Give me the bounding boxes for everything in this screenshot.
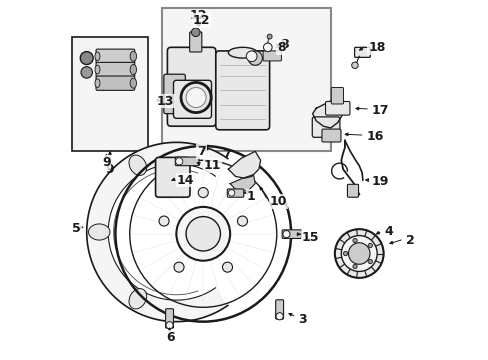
Ellipse shape (130, 51, 136, 61)
Ellipse shape (130, 64, 136, 75)
FancyBboxPatch shape (173, 80, 211, 118)
Circle shape (222, 262, 232, 272)
Circle shape (266, 34, 271, 39)
Text: 14: 14 (176, 174, 193, 186)
Text: 13: 13 (156, 95, 174, 108)
Text: 4: 4 (384, 225, 392, 238)
Bar (72, 37, 147, 151)
FancyBboxPatch shape (325, 102, 349, 115)
Circle shape (367, 259, 372, 264)
Circle shape (276, 313, 283, 320)
Text: 13: 13 (158, 94, 176, 107)
Text: 6: 6 (166, 330, 175, 343)
Circle shape (352, 238, 356, 243)
Circle shape (352, 264, 356, 269)
Text: 8: 8 (276, 41, 285, 54)
Bar (162, 8, 330, 151)
Ellipse shape (247, 51, 262, 65)
Circle shape (237, 216, 247, 226)
Circle shape (246, 51, 257, 62)
Text: 19: 19 (371, 175, 388, 188)
Circle shape (348, 243, 369, 264)
Polygon shape (228, 151, 260, 178)
FancyBboxPatch shape (167, 47, 215, 126)
Text: 12: 12 (189, 9, 206, 22)
FancyBboxPatch shape (227, 189, 244, 197)
FancyBboxPatch shape (165, 309, 173, 328)
Text: 16: 16 (366, 130, 383, 144)
Text: 5: 5 (72, 222, 81, 235)
Ellipse shape (88, 224, 110, 240)
FancyBboxPatch shape (163, 74, 185, 114)
Circle shape (334, 229, 383, 278)
FancyBboxPatch shape (96, 62, 135, 77)
Circle shape (351, 62, 357, 68)
FancyBboxPatch shape (263, 51, 281, 61)
FancyBboxPatch shape (96, 76, 135, 90)
Circle shape (263, 43, 271, 51)
Circle shape (185, 217, 220, 251)
Polygon shape (86, 142, 227, 321)
Circle shape (174, 262, 183, 272)
FancyBboxPatch shape (312, 117, 339, 137)
FancyBboxPatch shape (215, 51, 269, 130)
Circle shape (282, 230, 289, 238)
Circle shape (176, 207, 230, 261)
Circle shape (198, 188, 208, 198)
Text: 2: 2 (405, 234, 414, 247)
Text: 12: 12 (192, 14, 210, 27)
Circle shape (175, 158, 183, 165)
FancyBboxPatch shape (275, 300, 283, 319)
Text: 7: 7 (197, 145, 205, 158)
Circle shape (81, 67, 92, 78)
Text: 1: 1 (246, 190, 255, 203)
Ellipse shape (95, 65, 100, 74)
Circle shape (165, 321, 173, 329)
Circle shape (228, 190, 234, 196)
Circle shape (341, 235, 376, 271)
Text: 9: 9 (102, 156, 110, 168)
Polygon shape (230, 175, 255, 192)
FancyBboxPatch shape (189, 32, 202, 52)
FancyBboxPatch shape (330, 87, 343, 104)
FancyBboxPatch shape (346, 184, 358, 197)
FancyBboxPatch shape (282, 230, 301, 238)
FancyBboxPatch shape (96, 49, 135, 63)
Ellipse shape (130, 78, 136, 88)
Ellipse shape (228, 47, 257, 58)
Ellipse shape (95, 79, 100, 87)
Text: 8: 8 (280, 38, 288, 51)
FancyBboxPatch shape (354, 47, 369, 57)
Text: 7: 7 (222, 148, 231, 161)
Ellipse shape (129, 289, 146, 309)
Text: 15: 15 (301, 231, 319, 244)
Text: 17: 17 (371, 104, 388, 117)
Text: 18: 18 (367, 41, 385, 54)
Circle shape (343, 251, 347, 256)
FancyBboxPatch shape (175, 157, 199, 166)
Text: 3: 3 (298, 313, 306, 327)
Circle shape (185, 87, 206, 108)
Circle shape (191, 28, 200, 37)
Text: 11: 11 (203, 159, 220, 172)
Circle shape (367, 243, 372, 248)
FancyBboxPatch shape (321, 129, 340, 142)
Text: 10: 10 (269, 195, 286, 208)
Polygon shape (160, 175, 179, 190)
FancyBboxPatch shape (155, 157, 190, 197)
Text: 9: 9 (105, 163, 114, 176)
Circle shape (159, 216, 169, 226)
Ellipse shape (129, 155, 146, 175)
Ellipse shape (95, 52, 100, 60)
Circle shape (80, 51, 93, 64)
Polygon shape (312, 101, 343, 128)
